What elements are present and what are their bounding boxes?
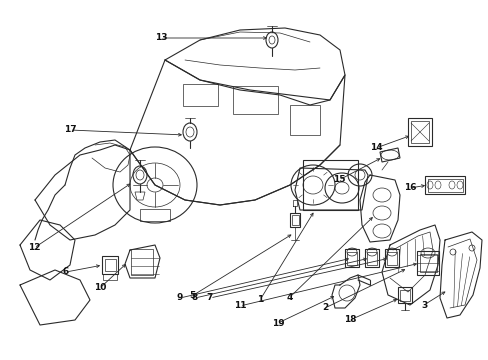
Bar	[346, 252, 356, 265]
Bar	[232, 86, 277, 114]
Bar	[289, 213, 299, 227]
Text: 1: 1	[256, 296, 263, 305]
Bar	[182, 84, 217, 106]
Text: 12: 12	[28, 243, 40, 252]
Bar	[397, 287, 411, 303]
Text: 18: 18	[343, 315, 356, 324]
Text: 17: 17	[63, 126, 76, 135]
Text: 16: 16	[403, 184, 415, 193]
Bar	[345, 249, 358, 267]
Bar	[291, 215, 298, 225]
Bar	[302, 160, 357, 210]
Text: 4: 4	[286, 292, 293, 302]
Bar	[131, 249, 153, 275]
Text: 13: 13	[154, 33, 167, 42]
Text: 15: 15	[332, 175, 345, 184]
Text: 3: 3	[420, 301, 426, 310]
Bar	[140, 209, 170, 221]
Bar	[364, 249, 378, 267]
Text: 19: 19	[271, 319, 284, 328]
Bar	[410, 121, 428, 143]
Bar	[399, 289, 409, 301]
Bar	[419, 254, 436, 272]
Text: 10: 10	[94, 284, 106, 292]
Text: 7: 7	[206, 293, 213, 302]
Bar	[104, 259, 115, 271]
Text: 14: 14	[369, 144, 382, 153]
Text: 2: 2	[321, 303, 327, 312]
Bar	[407, 118, 431, 146]
Bar	[416, 251, 438, 275]
Bar	[289, 105, 319, 135]
Text: 6: 6	[63, 267, 69, 276]
Bar	[366, 252, 376, 265]
Text: 9: 9	[177, 293, 183, 302]
Bar	[424, 176, 464, 194]
Text: 11: 11	[233, 302, 246, 310]
Text: 8: 8	[191, 293, 198, 302]
Bar	[102, 256, 118, 274]
Text: 5: 5	[188, 292, 195, 301]
Bar	[386, 252, 396, 265]
Bar	[384, 249, 398, 267]
Bar	[427, 179, 462, 192]
